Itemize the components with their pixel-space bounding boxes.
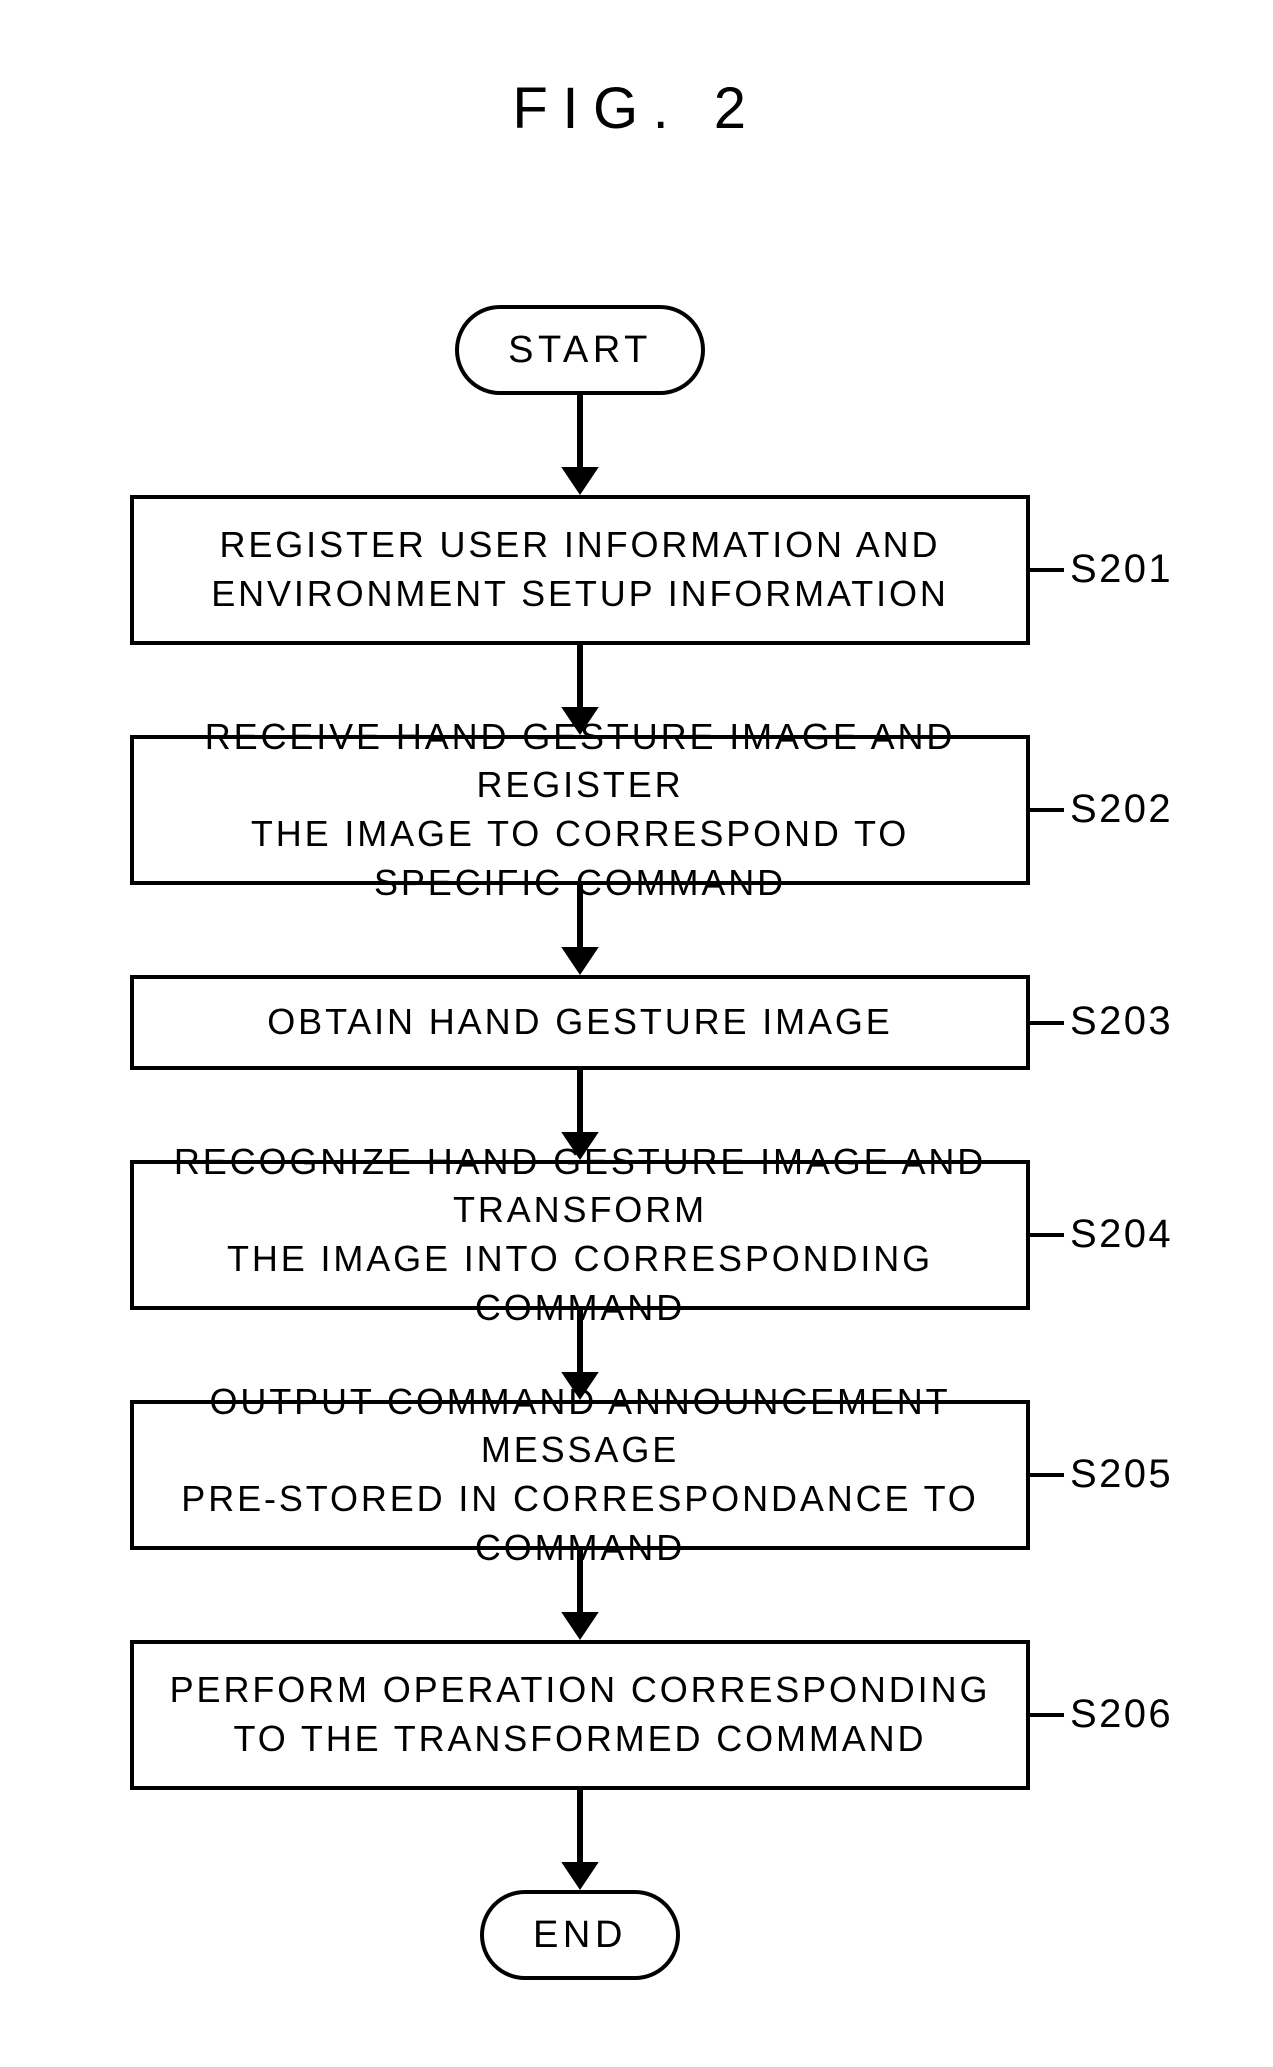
terminator-start-label: START bbox=[508, 329, 652, 372]
label-connector-tick bbox=[1030, 1233, 1064, 1237]
step-label-s204: S204 bbox=[1070, 1212, 1173, 1257]
flow-arrow bbox=[550, 645, 610, 735]
process-step-s204: RECOGNIZE HAND GESTURE IMAGE AND TRANSFO… bbox=[130, 1160, 1030, 1310]
process-step-text: RECEIVE HAND GESTURE IMAGE AND REGISTER … bbox=[154, 713, 1006, 907]
process-step-s206: PERFORM OPERATION CORRESPONDING TO THE T… bbox=[130, 1640, 1030, 1790]
terminator-end: END bbox=[480, 1890, 680, 1980]
step-label-s206: S206 bbox=[1070, 1692, 1173, 1737]
terminator-end-label: END bbox=[533, 1914, 627, 1957]
process-step-text: REGISTER USER INFORMATION AND ENVIRONMEN… bbox=[211, 521, 949, 618]
process-step-s203: OBTAIN HAND GESTURE IMAGE bbox=[130, 975, 1030, 1070]
process-step-text: PERFORM OPERATION CORRESPONDING TO THE T… bbox=[170, 1666, 991, 1763]
label-connector-tick bbox=[1030, 568, 1064, 572]
step-label-s203: S203 bbox=[1070, 999, 1173, 1044]
process-step-s201: REGISTER USER INFORMATION AND ENVIRONMEN… bbox=[130, 495, 1030, 645]
flow-arrow bbox=[550, 1070, 610, 1160]
step-label-s202: S202 bbox=[1070, 787, 1173, 832]
step-label-s201: S201 bbox=[1070, 547, 1173, 592]
flow-arrow bbox=[550, 1550, 610, 1640]
process-step-text: RECOGNIZE HAND GESTURE IMAGE AND TRANSFO… bbox=[154, 1138, 1006, 1332]
process-step-text: OBTAIN HAND GESTURE IMAGE bbox=[267, 998, 892, 1047]
flow-arrow bbox=[550, 885, 610, 975]
process-step-s202: RECEIVE HAND GESTURE IMAGE AND REGISTER … bbox=[130, 735, 1030, 885]
label-connector-tick bbox=[1030, 1713, 1064, 1717]
flowchart-canvas: FIG. 2 START REGISTER USER INFORMATION A… bbox=[0, 0, 1273, 2067]
flow-arrow bbox=[550, 1310, 610, 1400]
label-connector-tick bbox=[1030, 1021, 1064, 1025]
process-step-text: OUTPUT COMMAND ANNOUNCEMENT MESSAGE PRE-… bbox=[154, 1378, 1006, 1572]
label-connector-tick bbox=[1030, 808, 1064, 812]
flow-arrow bbox=[550, 1790, 610, 1890]
flow-arrow bbox=[550, 395, 610, 495]
label-connector-tick bbox=[1030, 1473, 1064, 1477]
figure-title: FIG. 2 bbox=[0, 75, 1273, 142]
terminator-start: START bbox=[455, 305, 705, 395]
process-step-s205: OUTPUT COMMAND ANNOUNCEMENT MESSAGE PRE-… bbox=[130, 1400, 1030, 1550]
step-label-s205: S205 bbox=[1070, 1452, 1173, 1497]
